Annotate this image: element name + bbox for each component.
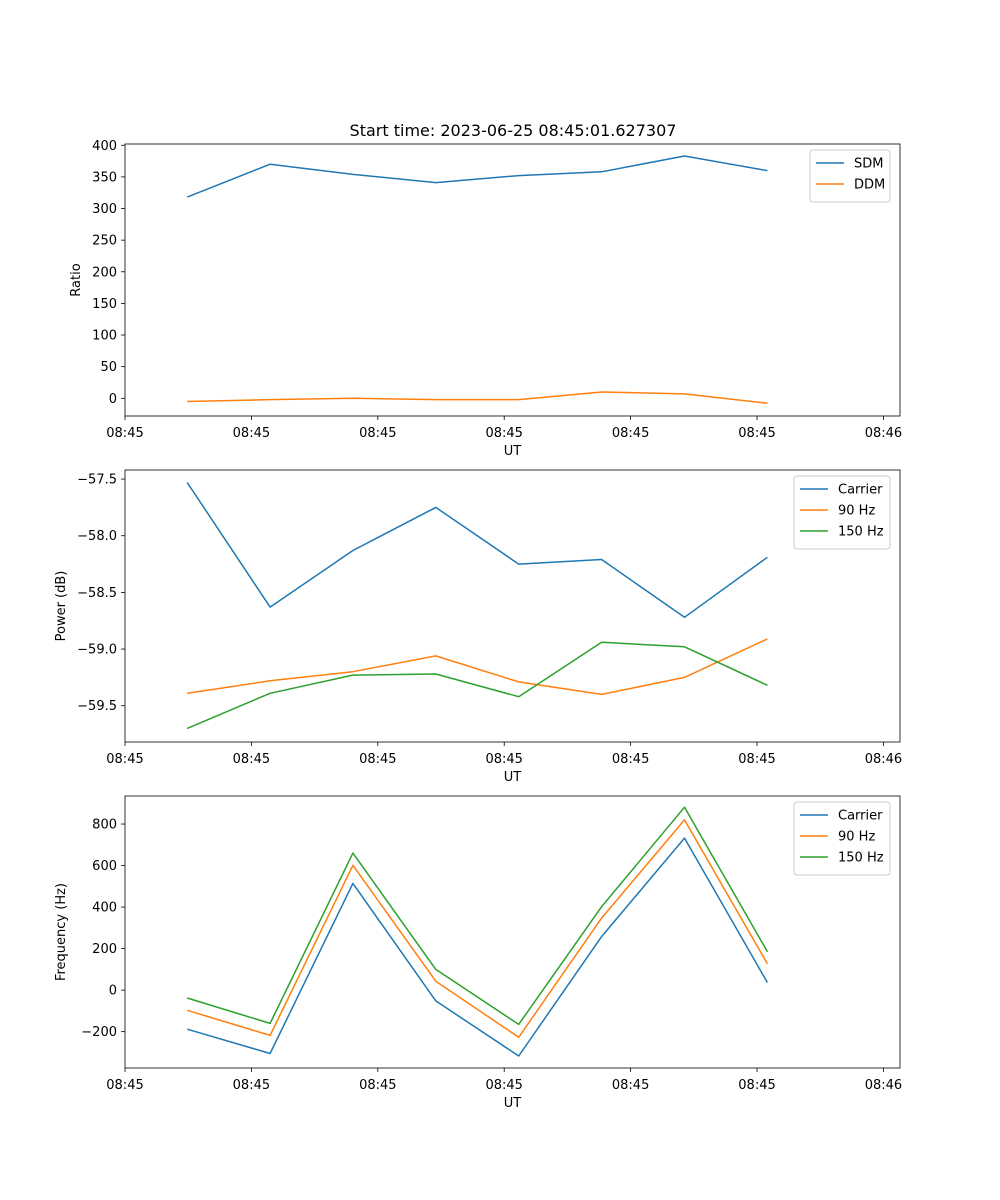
frequency-series-90-hz-line [186, 819, 769, 1039]
power-y-tick-label: −57.5 [77, 473, 117, 488]
power-x-tick-label: 08:45 [485, 752, 522, 767]
frequency-y-tick-label: −200 [81, 1025, 117, 1040]
ratio-panel: 08:45 08:45 08:45 08:45 08:45 08:45 08:46 0 50 10… [69, 139, 902, 459]
ratio-y-tick-label: 250 [92, 234, 117, 249]
power-legend-label-carrier: Carrier [838, 483, 883, 498]
power-x-tick-label: 08:45 [359, 752, 396, 767]
power-x-axis-label: UT [504, 770, 522, 785]
power-series-150-hz-line [186, 641, 768, 730]
ratio-y-tick-label: 50 [100, 360, 117, 375]
power-y-tick-label: −58.0 [77, 529, 117, 544]
power-x-tick-label: 08:46 [865, 752, 902, 767]
ratio-x-tick-label: 08:45 [738, 426, 775, 441]
ratio-y-tick-label: 350 [92, 170, 117, 185]
frequency-x-tick-label: 08:45 [233, 1078, 270, 1093]
power-series-90-hz-line [187, 638, 768, 696]
frequency-x-tick-label: 08:45 [359, 1078, 396, 1093]
frequency-y-tick-label: 400 [92, 901, 117, 916]
ratio-legend-label-ddm: DDM [854, 178, 885, 193]
power-legend-label-150-hz: 150 Hz [838, 525, 884, 540]
frequency-x-tick-label: 08:45 [106, 1078, 143, 1093]
power-y-tick-label: −59.5 [77, 699, 117, 714]
frequency-legend-label-90-hz: 90 Hz [838, 830, 875, 845]
power-legend: Carrier 90 Hz 150 Hz [793, 475, 891, 550]
ratio-y-tick-label: 400 [92, 139, 117, 154]
frequency-y-axis-label: Frequency (Hz) [54, 883, 69, 981]
power-panel: 08:45 08:45 08:45 08:45 08:45 08:45 08:46 −57.5… [54, 469, 902, 785]
power-x-tick-label: 08:45 [612, 752, 649, 767]
frequency-series-carrier-line [186, 837, 769, 1057]
ratio-x-tick-label: 08:45 [485, 426, 522, 441]
frequency-axes-frame [124, 795, 901, 1069]
ratio-x-tick-label: 08:45 [233, 426, 270, 441]
frequency-x-tick-label: 08:45 [612, 1078, 649, 1093]
ratio-y-tick-label: 0 [109, 392, 117, 407]
figure-title: Start time: 2023-06-25 08:45:01.627307 [350, 121, 677, 140]
power-y-tick-label: −58.5 [77, 586, 117, 601]
frequency-y-tick-label: 600 [92, 859, 117, 874]
ratio-axes-frame [124, 143, 901, 417]
frequency-x-tick-label: 08:46 [865, 1078, 902, 1093]
frequency-legend-label-150-hz: 150 Hz [838, 851, 884, 866]
frequency-y-tick-label: 0 [109, 984, 117, 999]
ratio-legend: SDM DDM [809, 149, 891, 203]
frequency-y-tick-label: 200 [92, 942, 117, 957]
ratio-x-axis-label: UT [504, 444, 522, 459]
ratio-x-tick-label: 08:45 [106, 426, 143, 441]
ratio-legend-label-sdm: SDM [854, 157, 883, 172]
ratio-x-tick-label: 08:45 [612, 426, 649, 441]
frequency-x-tick-label: 08:45 [485, 1078, 522, 1093]
ratio-y-tick-label: 300 [92, 202, 117, 217]
ratio-series-sdm-line [186, 155, 768, 198]
ratio-x-tick-label: 08:46 [865, 426, 902, 441]
frequency-x-axis-label: UT [504, 1096, 522, 1111]
power-series-carrier-line [186, 482, 768, 619]
ratio-y-tick-label: 100 [92, 329, 117, 344]
power-x-tick-label: 08:45 [233, 752, 270, 767]
ratio-x-tick-label: 08:45 [359, 426, 396, 441]
ratio-series-ddm-line [187, 391, 768, 405]
frequency-legend: Carrier 90 Hz 150 Hz [793, 801, 891, 876]
power-y-tick-label: −59.0 [77, 643, 117, 658]
frequency-y-tick-label: 800 [92, 818, 117, 833]
frequency-panel: 08:45 08:45 08:45 08:45 08:45 08:45 08:46 −200 0… [54, 795, 902, 1111]
power-x-tick-label: 08:45 [106, 752, 143, 767]
frequency-x-tick-label: 08:45 [738, 1078, 775, 1093]
ratio-y-tick-label: 150 [92, 297, 117, 312]
ratio-y-axis-label: Ratio [69, 263, 84, 296]
frequency-series-150-hz-line [186, 806, 769, 1026]
frequency-legend-label-carrier: Carrier [838, 809, 883, 824]
power-legend-label-90-hz: 90 Hz [838, 504, 875, 519]
ratio-y-tick-label: 200 [92, 265, 117, 280]
power-y-axis-label: Power (dB) [54, 571, 69, 642]
power-x-tick-label: 08:45 [738, 752, 775, 767]
power-axes-frame [124, 469, 901, 743]
